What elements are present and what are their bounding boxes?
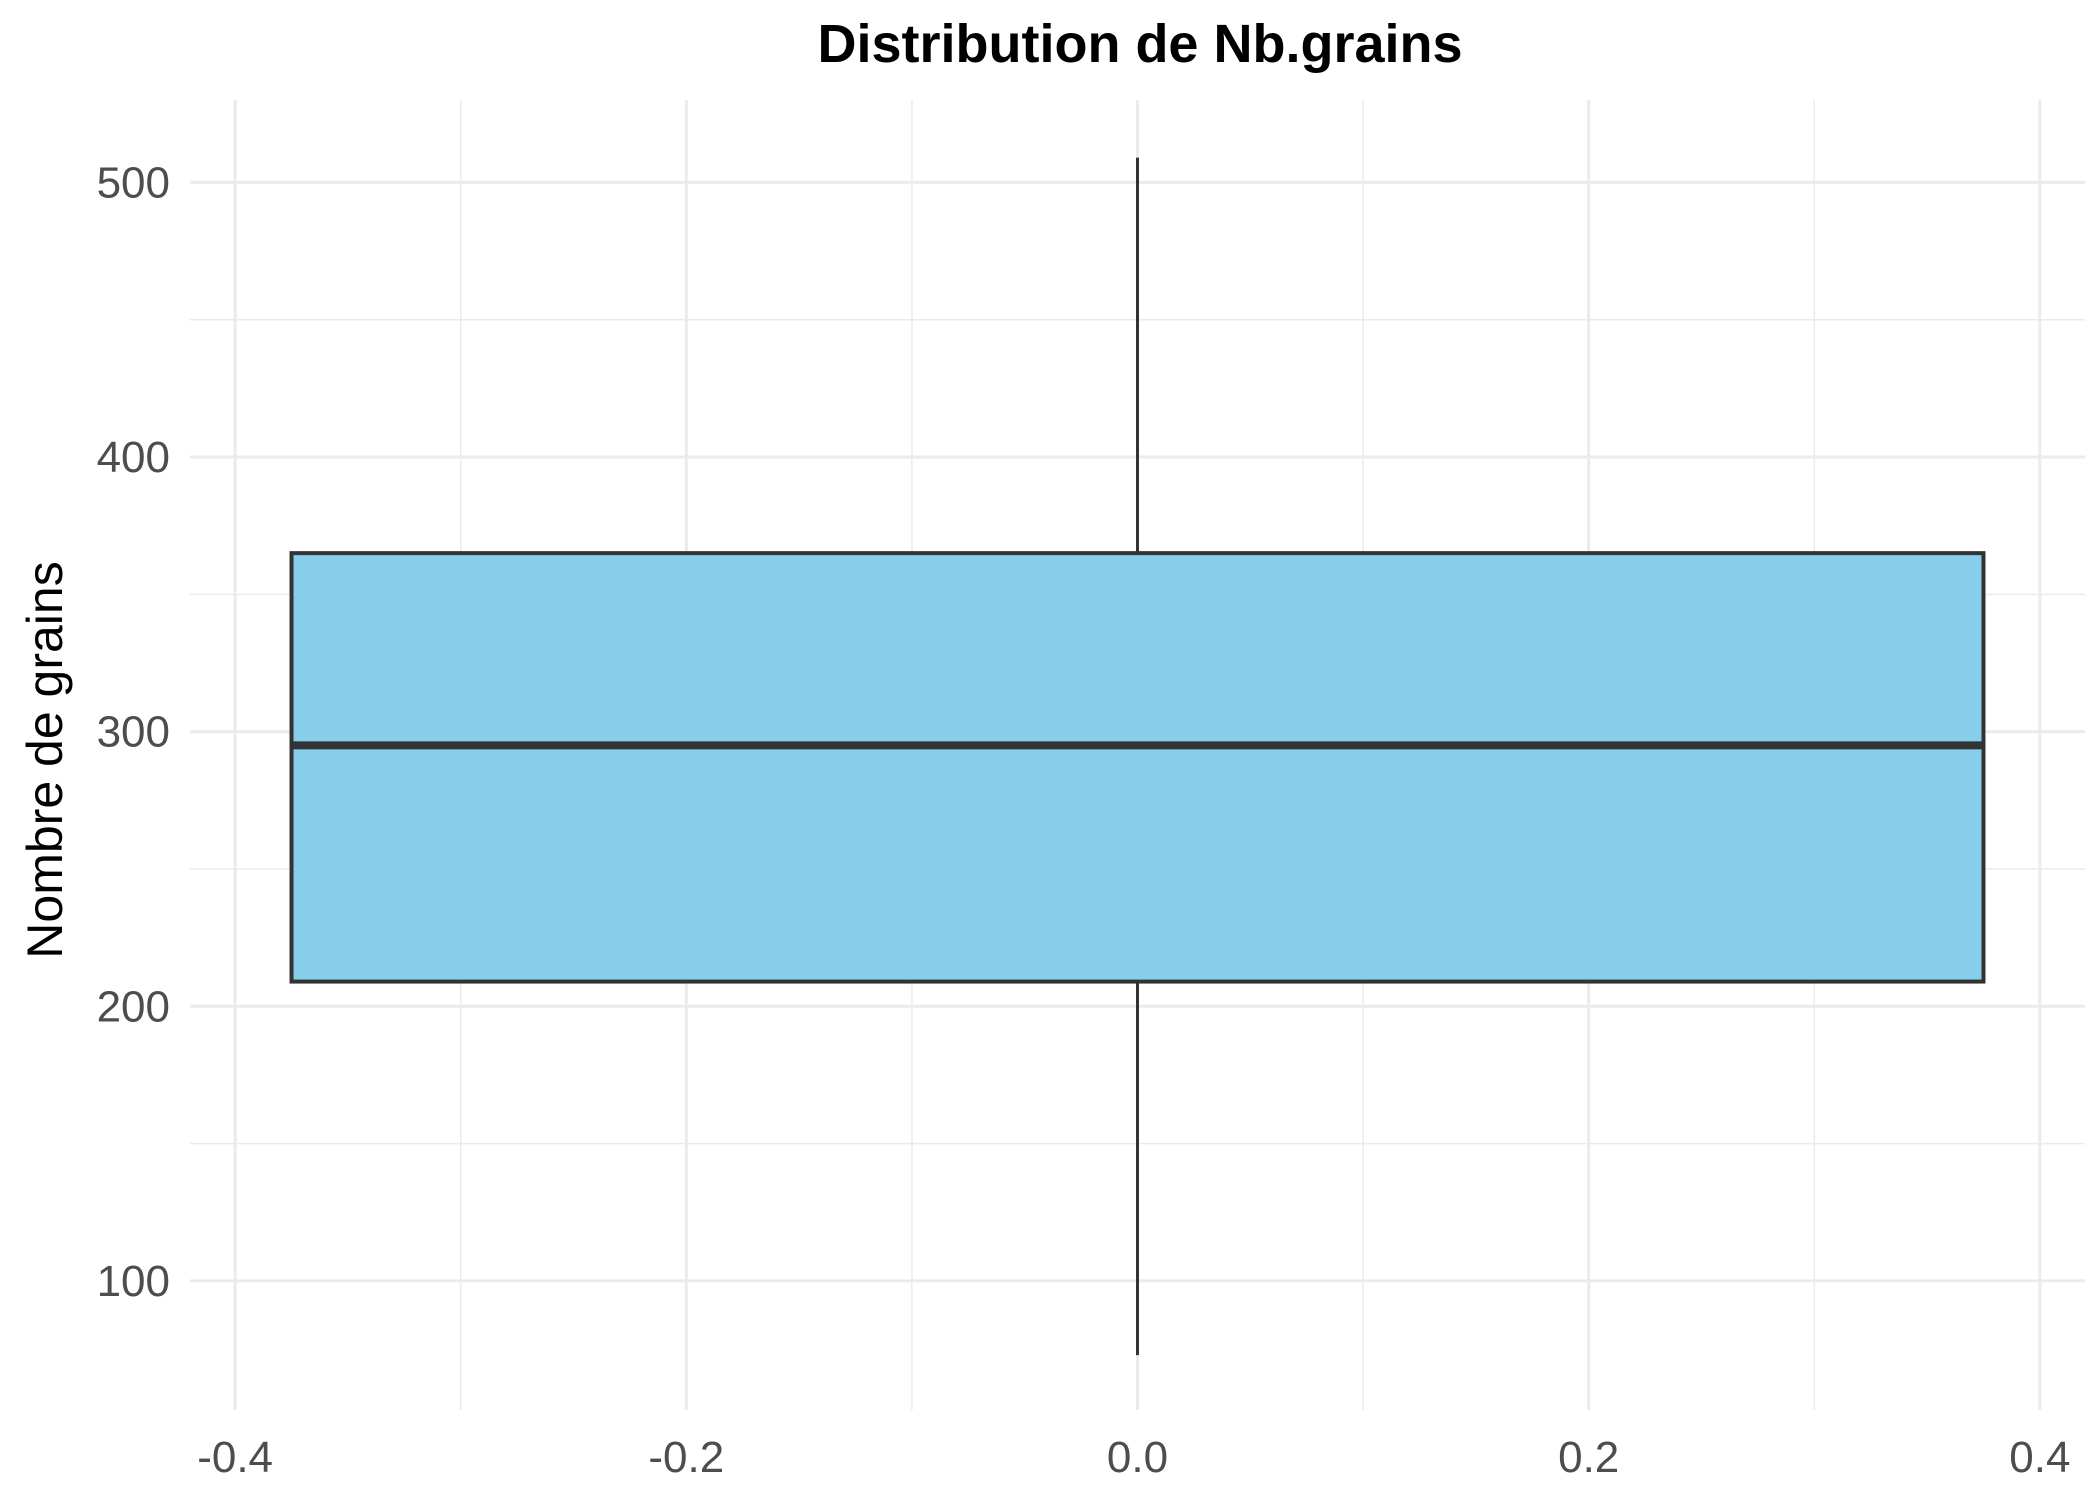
x-tick-label: 0.2 <box>1558 1433 1619 1482</box>
x-tick-label: -0.2 <box>648 1433 724 1482</box>
x-tick-label: 0.0 <box>1107 1433 1168 1482</box>
axis-tick-labels: -0.4 -0.2 0.0 0.2 0.4 100 200 300 400 500 <box>97 158 2071 1482</box>
box-iqr <box>289 551 1986 984</box>
y-tick-label: 200 <box>97 982 170 1031</box>
y-tick-label: 300 <box>97 708 170 757</box>
x-tick-label: 0.4 <box>2009 1433 2070 1482</box>
y-axis-label: Nombre de grains <box>17 561 73 958</box>
y-tick-label: 500 <box>97 158 170 207</box>
x-tick-label: -0.4 <box>197 1433 273 1482</box>
y-tick-label: 100 <box>97 1257 170 1306</box>
y-tick-label: 400 <box>97 433 170 482</box>
box-marks <box>289 157 1986 1356</box>
chart-title: Distribution de Nb.grains <box>817 14 1462 74</box>
